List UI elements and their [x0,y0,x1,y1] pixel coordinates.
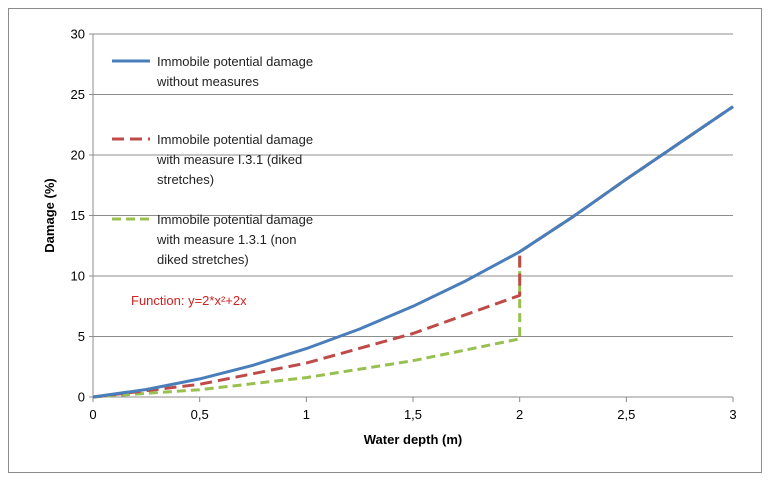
x-tick-label: 1,5 [404,407,422,422]
function-annotation: Function: y=2*x²+2x [131,293,247,308]
legend-label-2: with measure I.3.1 (diked [156,152,302,167]
series-line-1 [92,105,734,399]
y-axis-title: Damage (%) [42,178,57,252]
y-tick-label: 10 [71,269,85,284]
legend-label-1: Immobile potential damage [157,54,313,69]
x-tick-label: 1 [303,407,310,422]
y-tick-label: 5 [78,329,85,344]
legend-label-2: stretches) [157,172,214,187]
legend-label-3: diked stretches) [157,252,249,267]
gridlines [93,33,733,337]
x-tick-label: 0,5 [191,407,209,422]
y-tick-label: 15 [71,208,85,223]
legend-label-1: without measures [156,74,259,89]
chart-frame [8,8,762,473]
series-line-2 [92,105,734,399]
y-tick-label: 20 [71,148,85,163]
x-tick-label: 3 [729,407,736,422]
y-tick-label: 30 [71,27,85,42]
x-tick-label: 2,5 [617,407,635,422]
x-axis-title: Water depth (m) [364,432,462,447]
legend-label-3: Immobile potential damage [157,212,313,227]
legend: Immobile potential damage without measure… [112,54,313,267]
series-lines [92,105,734,399]
legend-label-3: with measure 1.3.1 (non [156,232,296,247]
y-tick-label: 25 [71,87,85,102]
x-tick-label: 0 [89,407,96,422]
axes: 0 5 10 15 20 25 30 0 0,5 1 1,5 2 2,5 3 [71,27,737,423]
x-tick-label: 2 [516,407,523,422]
y-tick-label: 0 [78,390,85,405]
legend-label-2: Immobile potential damage [157,132,313,147]
